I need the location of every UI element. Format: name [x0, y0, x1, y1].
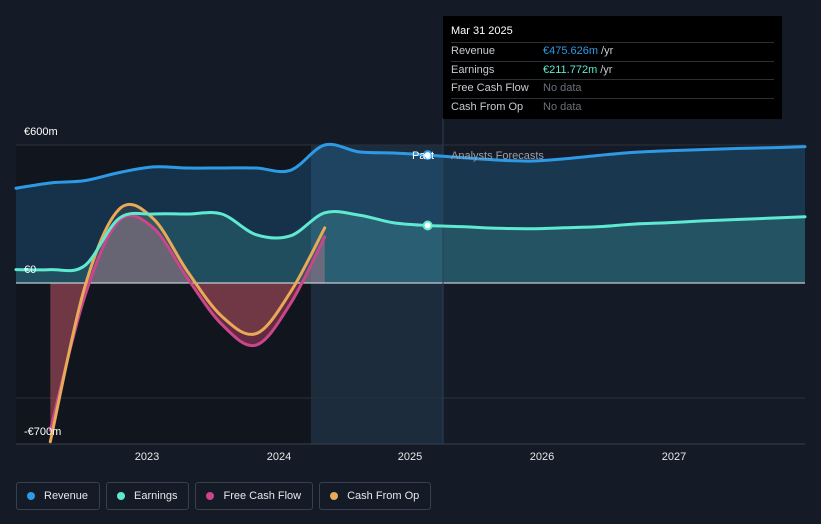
x-tick-2025: 2025	[397, 451, 423, 463]
revenue-line[interactable]	[14, 142, 807, 190]
legend-item-cash-from-op[interactable]: Cash From Op	[319, 482, 432, 510]
x-tick-2027: 2027	[661, 451, 687, 463]
legend: Revenue Earnings Free Cash Flow Cash Fro…	[16, 482, 432, 510]
tooltip-value: No data	[543, 82, 582, 94]
legend-label: Earnings	[134, 490, 178, 502]
legend-dot-icon	[27, 492, 35, 500]
tooltip-panel: Mar 31 2025 Revenue €475.626m /yr Earnin…	[443, 16, 782, 119]
tooltip-value: No data	[543, 100, 582, 113]
revenue-area	[16, 144, 805, 283]
tooltip-label: Free Cash Flow	[451, 82, 529, 94]
tooltip-row-cfo: Cash From Op No data	[451, 97, 774, 117]
tooltip-unit: /yr	[601, 45, 614, 57]
tooltip-value: €211.772m	[543, 63, 598, 76]
series-lines[interactable]	[14, 142, 807, 444]
past-shade-highlight	[311, 145, 443, 444]
free-cash-flow-area	[50, 215, 325, 431]
legend-item-free-cash-flow[interactable]: Free Cash Flow	[195, 482, 314, 510]
tooltip-label: Cash From Op	[451, 100, 524, 113]
tooltip-row-earnings: Earnings €211.772m /yr	[451, 60, 774, 80]
tooltip-label: Earnings	[451, 63, 495, 76]
cash-from-op-area	[50, 204, 325, 442]
x-tick-2026: 2026	[529, 451, 555, 463]
past-shade-dark	[16, 145, 311, 444]
tooltip-row-revenue: Revenue €475.626m /yr	[451, 42, 774, 61]
tooltip-label: Revenue	[451, 45, 496, 57]
y-tick-top: €600m	[24, 126, 58, 138]
revenue-cursor-dot	[422, 150, 433, 161]
tooltip-date: Mar 31 2025	[451, 25, 513, 37]
legend-label: Cash From Op	[347, 490, 420, 502]
tooltip-row-fcf: Free Cash Flow No data	[451, 79, 774, 98]
legend-label: Free Cash Flow	[223, 490, 302, 502]
y-tick-bottom: -€700m	[24, 426, 62, 438]
legend-label: Revenue	[44, 490, 89, 502]
earnings-cursor-dot	[422, 220, 433, 231]
earnings-line[interactable]	[14, 210, 807, 273]
tooltip-value: €475.626m	[543, 45, 599, 57]
free-cash-flow-line[interactable]	[48, 214, 327, 432]
x-tick-2024: 2024	[266, 451, 292, 463]
legend-item-earnings[interactable]: Earnings	[106, 482, 190, 510]
earnings-area	[16, 211, 805, 283]
tooltip-unit: /yr	[600, 63, 613, 76]
past-label: Past	[412, 150, 435, 162]
forecast-label: Analysts Forecasts	[451, 150, 544, 162]
legend-dot-icon	[117, 492, 126, 500]
y-tick-zero: €0	[24, 264, 37, 276]
series-areas	[16, 144, 805, 442]
x-tick-2023: 2023	[134, 451, 160, 463]
cash-from-op-line[interactable]	[48, 203, 327, 444]
cursor-dots	[422, 150, 433, 231]
legend-dot-icon	[206, 492, 215, 500]
legend-dot-icon	[330, 492, 339, 500]
legend-item-revenue[interactable]: Revenue	[16, 482, 101, 510]
